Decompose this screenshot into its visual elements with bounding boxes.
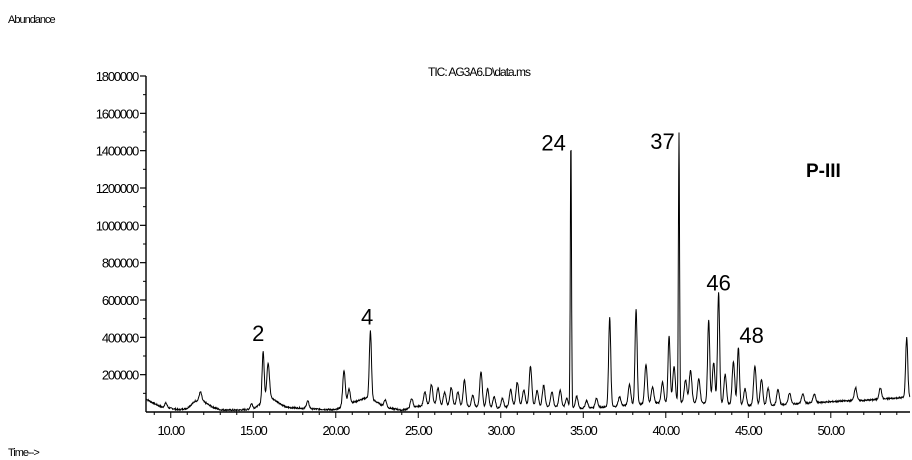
- y-tick-label: 1200000: [96, 181, 139, 196]
- x-tick-label: 50.00: [818, 423, 846, 438]
- y-tick-label: 400000: [102, 330, 139, 345]
- tic-trace: [145, 132, 911, 413]
- peak-label-4: 4: [361, 304, 373, 329]
- x-tick-label: 30.00: [487, 423, 515, 438]
- x-tick-label: 10.00: [157, 423, 185, 438]
- y-tick-label: 1600000: [96, 106, 139, 121]
- peak-label-2: 2: [252, 321, 264, 346]
- y-axis-label: Abundance: [8, 14, 56, 26]
- y-tick-label: 800000: [102, 256, 139, 271]
- y-tick-label: 200000: [102, 368, 139, 383]
- x-tick-label: 25.00: [405, 423, 433, 438]
- x-tick-label: 15.00: [240, 423, 268, 438]
- y-tick-label: 1000000: [96, 218, 139, 233]
- y-tick-label: 600000: [102, 293, 139, 308]
- chart-title: TIC: AG3A6.D\data.ms: [428, 65, 531, 79]
- axes: [145, 76, 910, 413]
- peak-label-46: 46: [706, 271, 730, 296]
- x-ticks: 10.00 15.00 20.00 25.00 30.00 35.00 40.00 45.00…: [153, 412, 898, 438]
- peak-label-48: 48: [739, 323, 763, 348]
- x-tick-label: 20.00: [322, 423, 350, 438]
- x-tick-label: 45.00: [735, 423, 763, 438]
- sample-label: P-III: [806, 161, 841, 182]
- y-tick-label: 1800000: [96, 69, 139, 84]
- peak-label-37: 37: [650, 129, 674, 154]
- y-tick-label: 1400000: [96, 144, 139, 159]
- x-tick-label: 40.00: [653, 423, 681, 438]
- x-tick-label: 35.00: [570, 423, 598, 438]
- x-axis-label: Time-->: [8, 447, 39, 459]
- y-ticks: 200000 400000 600000 800000 1000000 1200000 14…: [96, 69, 146, 394]
- peak-label-24: 24: [541, 131, 565, 156]
